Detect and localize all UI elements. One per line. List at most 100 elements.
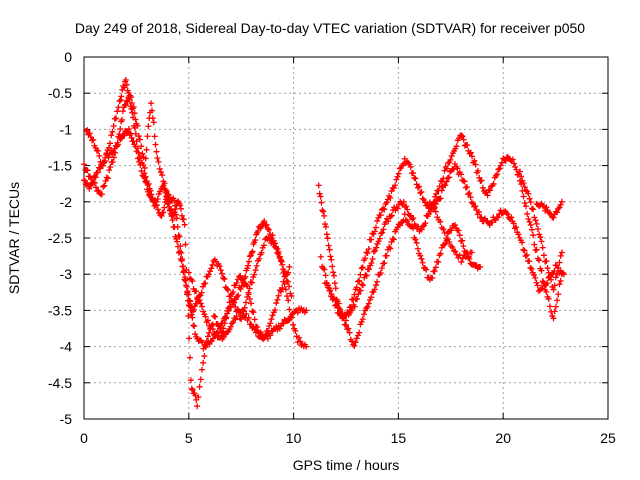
data-point (197, 376, 204, 383)
data-point (544, 265, 551, 272)
series-track-10 (426, 199, 475, 265)
data-point (365, 300, 372, 307)
data-point (544, 280, 551, 287)
data-point (475, 167, 482, 174)
data-point (152, 141, 159, 148)
data-point (177, 202, 184, 209)
data-point (546, 274, 553, 281)
data-point (303, 307, 310, 314)
data-point (540, 252, 547, 259)
data-point (376, 235, 383, 242)
data-point (437, 250, 444, 257)
data-point (161, 180, 168, 187)
data-point (238, 276, 245, 283)
data-point (523, 251, 530, 258)
data-point (495, 214, 502, 221)
data-point (177, 243, 184, 250)
data-point (208, 265, 215, 272)
chart-title: Day 249 of 2018, Sidereal Day-to-day VTE… (75, 20, 585, 36)
x-tick-label: 10 (286, 430, 302, 446)
data-point (272, 243, 279, 250)
data-point (378, 230, 385, 237)
data-point (159, 172, 166, 179)
data-point (219, 270, 226, 277)
data-point (359, 316, 366, 323)
data-point (328, 256, 335, 263)
data-point (269, 232, 276, 239)
data-point (554, 209, 561, 216)
data-point (354, 278, 361, 285)
data-point (209, 261, 216, 268)
data-point (114, 108, 121, 115)
data-point (188, 385, 195, 392)
data-point (116, 131, 123, 138)
data-point (396, 222, 403, 229)
data-point (210, 312, 217, 319)
data-point (431, 193, 438, 200)
data-point (326, 246, 333, 253)
data-point (348, 338, 355, 345)
data-point (418, 189, 425, 196)
data-point (402, 216, 409, 223)
data-point (187, 298, 194, 305)
data-point (286, 263, 293, 270)
data-point (168, 206, 175, 213)
data-point (351, 342, 358, 349)
data-point (433, 190, 440, 197)
data-point (383, 252, 390, 259)
data-point (453, 143, 460, 150)
data-point (144, 182, 151, 189)
data-point (237, 272, 244, 279)
data-point (196, 297, 203, 304)
data-point (173, 235, 180, 242)
data-point (223, 285, 230, 292)
data-point (440, 226, 447, 233)
data-point (153, 148, 160, 155)
data-point (155, 158, 162, 165)
data-point (285, 297, 292, 304)
data-point (81, 161, 87, 168)
data-point (427, 208, 434, 215)
data-point (551, 308, 558, 315)
data-point (380, 205, 387, 212)
data-point (180, 216, 187, 223)
data-point (423, 266, 430, 273)
data-point (103, 150, 110, 157)
data-point (246, 296, 253, 303)
data-point (363, 305, 370, 312)
data-point (558, 198, 565, 205)
data-point (520, 193, 527, 200)
data-point (387, 194, 394, 201)
data-point (401, 155, 408, 162)
data-point (249, 248, 256, 255)
data-point (189, 278, 196, 285)
data-point (95, 147, 102, 154)
data-point (154, 154, 161, 161)
series-track-6 (317, 155, 567, 324)
data-point (531, 272, 538, 279)
data-point (360, 311, 367, 318)
data-point (442, 240, 449, 247)
data-point (94, 169, 101, 176)
data-point (381, 260, 388, 267)
data-point (182, 276, 189, 283)
data-point (454, 165, 461, 172)
data-point (84, 167, 91, 174)
data-point (387, 245, 394, 252)
data-point (403, 203, 410, 210)
data-point (534, 225, 541, 232)
data-point (198, 303, 205, 310)
data-point (526, 218, 533, 225)
data-point (185, 312, 192, 319)
data-point (157, 188, 164, 195)
data-point (344, 326, 351, 333)
data-point (461, 178, 468, 185)
data-point (166, 198, 173, 205)
data-point (172, 206, 179, 213)
data-point (286, 283, 293, 290)
data-point (499, 159, 506, 166)
data-point (167, 206, 174, 213)
data-point (330, 269, 337, 276)
data-point (325, 282, 332, 289)
data-point (429, 274, 436, 281)
